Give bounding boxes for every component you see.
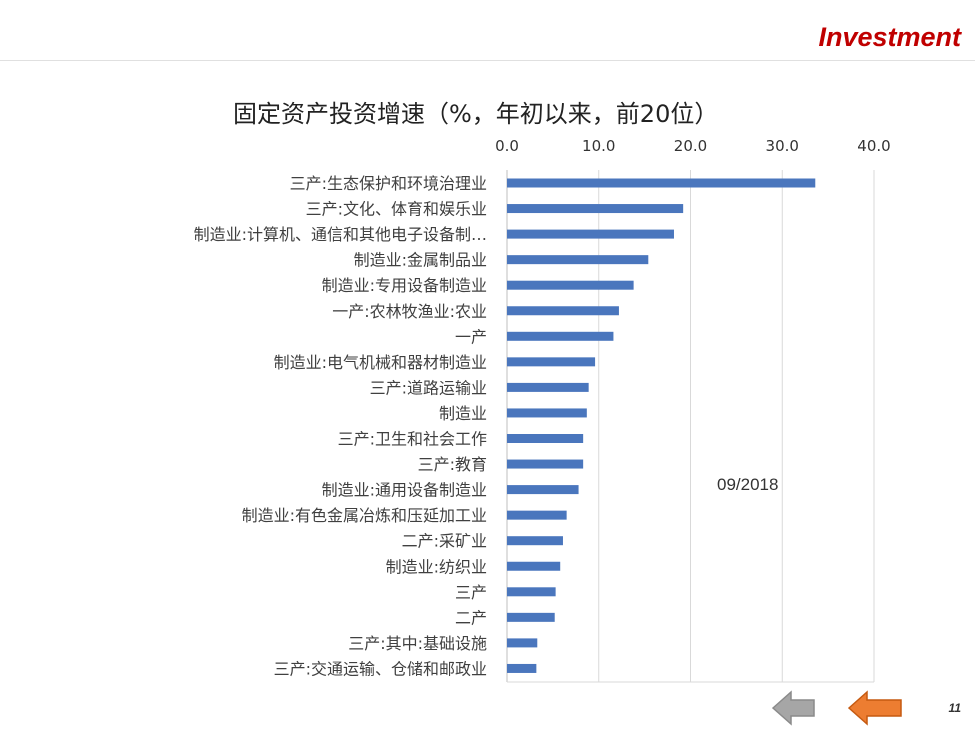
- category-label: 一产: [455, 327, 487, 346]
- bar: [507, 178, 816, 188]
- bar: [507, 408, 587, 418]
- x-tick-label: 30.0: [766, 137, 799, 155]
- category-label: 三产:文化、体育和娱乐业: [306, 200, 487, 219]
- category-label: 制造业:通用设备制造业: [322, 481, 487, 500]
- category-label: 三产:道路运输业: [370, 378, 487, 397]
- bar: [507, 357, 596, 367]
- category-label: 制造业:金属制品业: [354, 251, 487, 270]
- bar: [507, 663, 537, 673]
- bar: [507, 306, 619, 316]
- category-label: 二产: [455, 608, 487, 627]
- category-label: 制造业:纺织业: [386, 557, 487, 576]
- bar: [507, 331, 614, 341]
- header-divider: [0, 60, 975, 61]
- x-tick-label: 0.0: [495, 137, 519, 155]
- category-label: 制造业: [439, 404, 487, 423]
- bar: [507, 280, 634, 290]
- bar: [507, 229, 674, 239]
- bar: [507, 561, 561, 571]
- bar: [507, 434, 584, 443]
- header-title: Investment: [818, 22, 961, 52]
- forward-button[interactable]: [847, 690, 904, 730]
- x-tick-label: 40.0: [857, 137, 890, 155]
- category-label: 三产:卫生和社会工作: [338, 430, 487, 449]
- arrow-left-gray-icon: [771, 690, 815, 726]
- bar: [507, 382, 589, 392]
- back-button[interactable]: [771, 690, 816, 730]
- category-label: 制造业:计算机、通信和其他电子设备制…: [194, 225, 487, 244]
- chart-title: 固定资产投资增速（%，年初以来，前20位）: [233, 100, 719, 128]
- bar: [507, 204, 684, 214]
- category-label: 三产:交通运输、仓储和邮政业: [274, 659, 487, 678]
- date-annotation: 09/2018: [717, 475, 778, 494]
- category-label: 二产:采矿业: [402, 532, 487, 551]
- category-label: 制造业:专用设备制造业: [322, 276, 487, 295]
- bar: [507, 485, 579, 495]
- bar: [507, 638, 538, 648]
- category-label: 三产:生态保护和环境治理业: [290, 174, 487, 193]
- category-label: 三产:教育: [418, 455, 487, 474]
- bar: [507, 536, 563, 546]
- bar: [507, 459, 584, 469]
- x-tick-label: 20.0: [674, 137, 707, 155]
- category-label: 一产:农林牧渔业:农业: [332, 302, 487, 321]
- bar: [507, 255, 649, 265]
- category-label: 三产:其中:基础设施: [348, 634, 487, 653]
- category-label: 制造业:有色金属冶炼和压延加工业: [242, 506, 487, 525]
- category-label: 制造业:电气机械和器材制造业: [274, 353, 487, 372]
- bar: [507, 510, 567, 520]
- arrow-left-orange-icon: [847, 690, 902, 726]
- bar: [507, 587, 556, 597]
- x-tick-label: 10.0: [582, 137, 615, 155]
- bar: [507, 612, 555, 622]
- page-number: 11: [948, 701, 961, 715]
- category-label: 三产: [455, 583, 487, 602]
